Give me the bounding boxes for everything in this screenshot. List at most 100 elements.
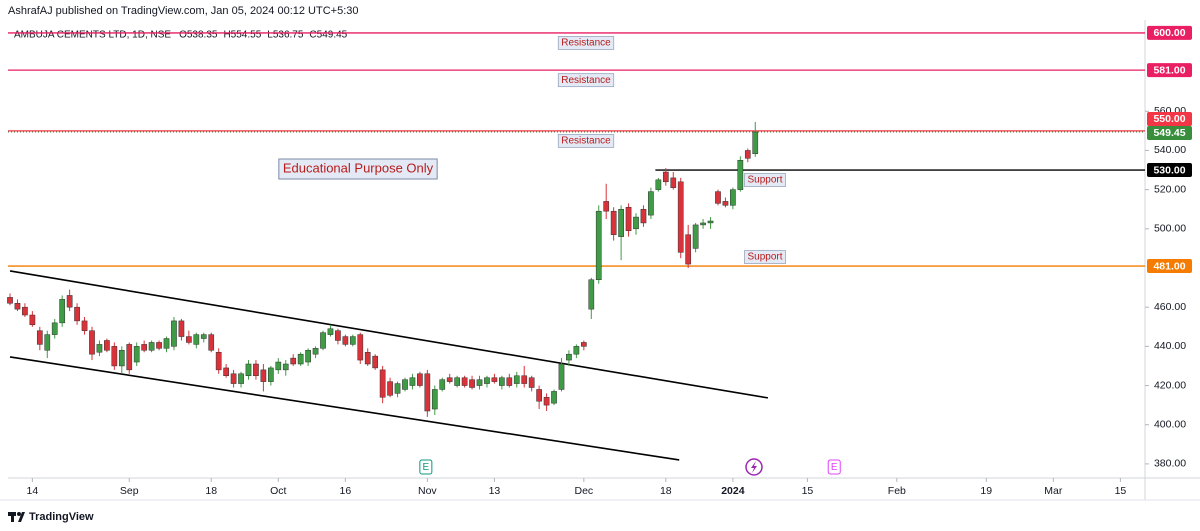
price-label: 550.00 [1153,113,1185,125]
candle-body [566,353,572,361]
candle-body [700,222,706,226]
candle-body [551,391,557,404]
legend-symbol: AMBUJA CEMENTS LTD, 1D, NSE [14,30,171,41]
candle-body [670,177,677,188]
candle-body [126,344,133,371]
candle-body [454,377,461,386]
candle-body [320,332,326,349]
candle-body [89,330,95,355]
candle-body [156,342,162,349]
candle-body [461,377,468,386]
candle-body [335,330,341,341]
candle-body [208,334,215,351]
candle-body [573,346,580,355]
candle-body [7,297,13,304]
candle-body [603,201,610,212]
candle-body [193,334,200,345]
candle-body [238,373,244,384]
candle-body [379,369,386,398]
level-tag-box [557,133,615,148]
candle-body [148,342,155,351]
candle-body [230,373,237,384]
candle-body [22,306,28,316]
candle-body [715,191,721,204]
candle-body [372,355,379,369]
price-label: 600.00 [1153,27,1185,39]
price-label-box [1147,25,1192,40]
candle-body [625,207,632,232]
price-label: 481.00 [1153,260,1185,272]
candle-body [81,320,88,331]
level-tag: Resistance [561,136,611,147]
candle-body [51,322,58,335]
trendline [9,356,680,461]
y-tick-label: 420.00 [1154,379,1186,391]
candle-body [580,342,587,347]
candle-body [588,279,595,310]
level-tag-box [744,250,786,264]
level-tag: Resistance [561,38,611,49]
price-label-box [1147,259,1192,274]
candle-body [200,334,207,339]
candle-body [521,375,528,384]
annotation: Educational Purpose Only [283,160,434,175]
candle-body [595,210,602,281]
candle-body [707,220,714,224]
candle-body [186,336,192,343]
candle-body [633,216,639,230]
candle-body [74,306,80,322]
candle-body [431,389,438,410]
candle-body [476,379,483,386]
x-tick-label: 13 [489,485,501,497]
candle-body [163,338,170,349]
candle-body [282,363,289,371]
event-marker [419,459,433,475]
candle-body [364,351,371,365]
x-tick-label: Mar [1044,485,1063,497]
price-label: 581.00 [1153,64,1185,76]
candle-body [36,330,43,345]
level-tag-box [744,173,786,187]
candle-body [469,379,475,388]
candle-body [424,373,431,412]
candle-body [327,328,334,335]
x-tick-label: Oct [270,485,286,497]
candle-body [104,340,110,351]
candle-body [528,377,535,388]
price-label-box [1147,63,1192,78]
candle-body [178,320,185,337]
level-tag: Resistance [561,75,611,86]
candle-body [245,363,252,376]
candle-body [118,350,125,367]
candle-body [59,299,66,324]
candle-body [349,336,356,345]
level-tag: Support [747,175,782,186]
candle-body [141,344,148,351]
y-tick-label: 460.00 [1154,301,1186,313]
candle-body [752,131,759,154]
brand: TradingView [29,511,94,523]
candle-body [618,208,624,237]
legend-ohlc: L536.75 [267,30,304,41]
candle-body [655,179,662,190]
candle-body [66,295,73,308]
candle-body [409,377,416,386]
candle-body [357,334,364,361]
y-tick-label: 380.00 [1154,458,1186,470]
candle-body [640,208,647,224]
x-tick-label: 2024 [721,485,745,497]
candle-body [253,363,259,376]
y-tick-label: 520.00 [1154,183,1186,195]
candle-body [394,383,401,394]
candle-body [297,353,304,365]
event-marker [827,459,841,475]
candle-body [44,334,51,351]
candle-body [558,363,565,390]
candle-body [305,350,311,363]
candle-body [446,377,453,382]
trendline [9,270,769,399]
y-tick-label: 400.00 [1154,418,1186,430]
candle-body [290,357,297,365]
price-label-box [1147,163,1192,178]
